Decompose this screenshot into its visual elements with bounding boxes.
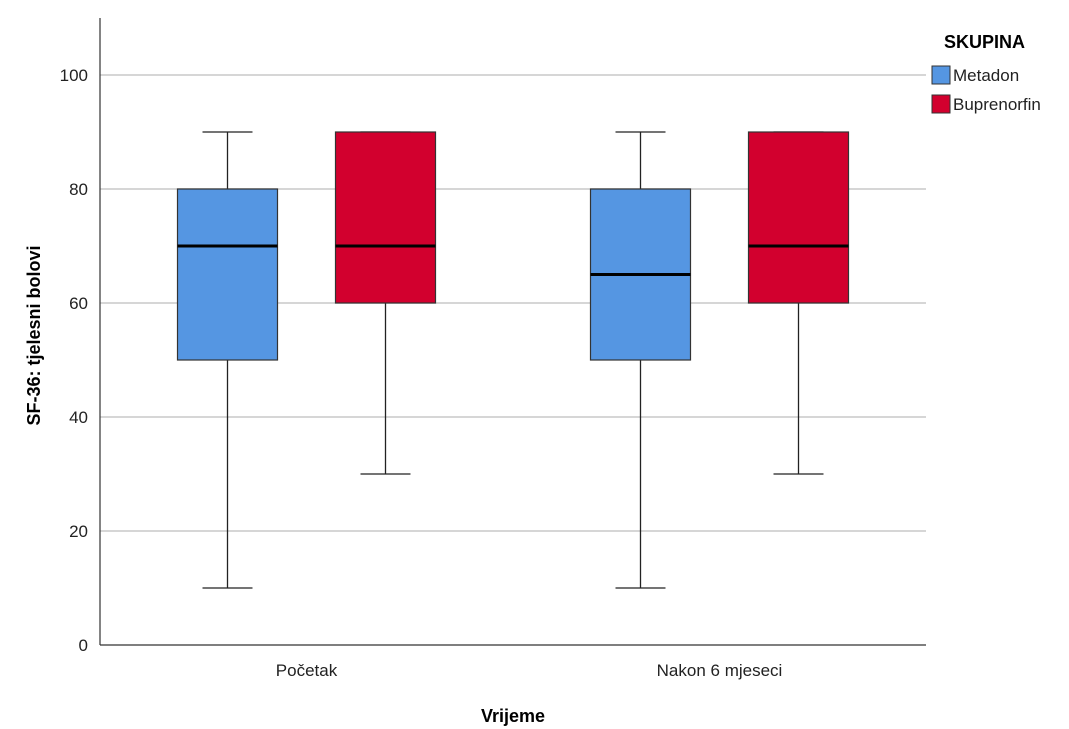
legend-items: Metadon Buprenorfin — [931, 65, 1041, 114]
iqr-box — [176, 188, 279, 361]
legend-swatch — [931, 94, 951, 114]
y-tick-label: 20 — [69, 522, 88, 541]
x-tick-labels: Početak Nakon 6 mjeseci — [276, 661, 783, 680]
boxplot-buprenorfin-1 — [334, 131, 437, 475]
legend-title: SKUPINA — [944, 32, 1025, 52]
y-tick-label: 0 — [79, 636, 88, 655]
legend-label: Metadon — [953, 66, 1019, 85]
y-tick-labels: 0 20 40 60 80 100 — [60, 66, 88, 655]
boxplot-metadon-1 — [176, 131, 279, 589]
axes — [99, 18, 926, 646]
legend: SKUPINA Metadon Buprenorfin — [931, 32, 1041, 114]
boxplot-metadon-2 — [589, 131, 692, 589]
boxes — [176, 131, 850, 589]
legend-item-buprenorfin: Buprenorfin — [931, 94, 1041, 114]
legend-swatch — [931, 65, 951, 85]
legend-label: Buprenorfin — [953, 95, 1041, 114]
iqr-box — [334, 131, 437, 304]
x-tick-label: Nakon 6 mjeseci — [657, 661, 783, 680]
y-tick-label: 60 — [69, 294, 88, 313]
legend-item-metadon: Metadon — [931, 65, 1019, 85]
y-tick-label: 80 — [69, 180, 88, 199]
x-axis-title: Vrijeme — [481, 706, 545, 726]
x-tick-label: Početak — [276, 661, 338, 680]
y-tick-label: 100 — [60, 66, 88, 85]
y-axis-title: SF-36: tjelesni bolovi — [24, 245, 44, 425]
iqr-box — [747, 131, 850, 304]
boxplot-buprenorfin-2 — [747, 131, 850, 475]
y-tick-label: 40 — [69, 408, 88, 427]
